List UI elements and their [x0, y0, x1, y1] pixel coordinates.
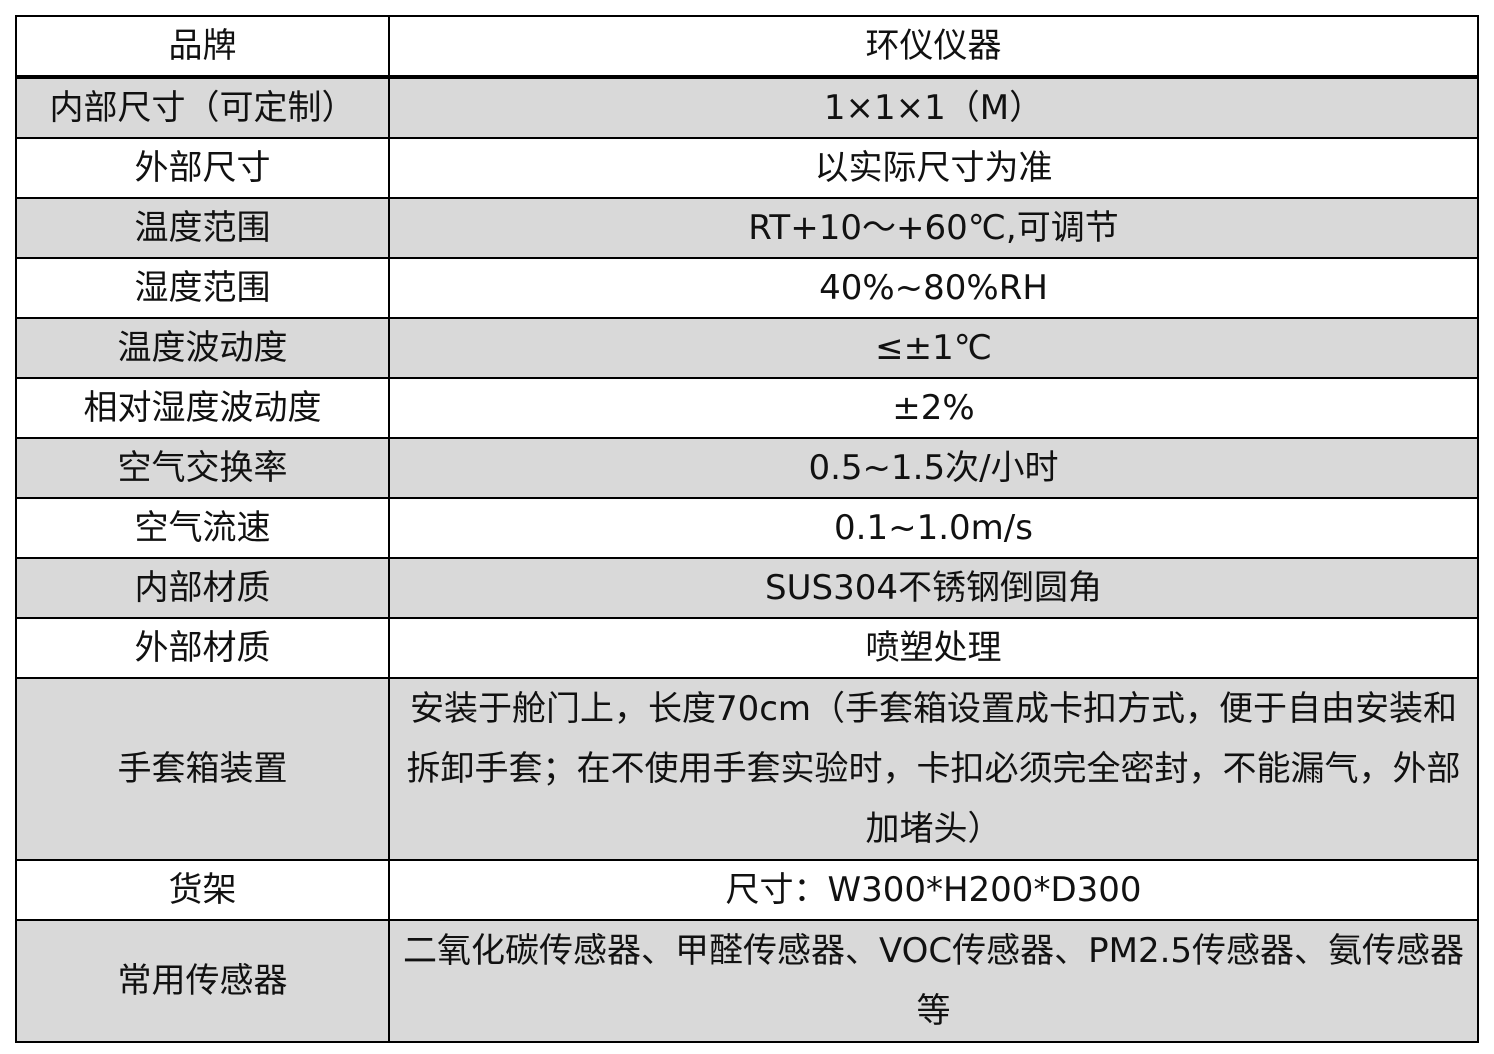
table-row: 手套箱装置 安装于舱门上，长度70cm（手套箱设置成卡扣方式，便于自由安装和拆卸手…: [15, 677, 1479, 861]
spec-label: 空气流速: [15, 497, 390, 559]
spec-value: 以实际尺寸为准: [388, 137, 1479, 199]
spec-label: 常用传感器: [15, 919, 390, 1043]
spec-label: 湿度范围: [15, 257, 390, 319]
spec-label: 空气交换率: [15, 437, 390, 499]
table-row: 空气交换率 0.5~1.5次/小时: [15, 437, 1479, 499]
spec-label: 相对湿度波动度: [15, 377, 390, 439]
spec-value: 环仪仪器: [388, 15, 1479, 79]
spec-label: 温度范围: [15, 197, 390, 259]
spec-table: 品牌 环仪仪器 内部尺寸（可定制） 1×1×1（M） 外部尺寸 以实际尺寸为准 温度范围 RT…: [15, 15, 1479, 1043]
table-row: 内部尺寸（可定制） 1×1×1（M）: [15, 76, 1479, 139]
spec-value: SUS304不锈钢倒圆角: [388, 557, 1479, 619]
spec-value: ±2%: [388, 377, 1479, 439]
spec-label: 温度波动度: [15, 317, 390, 379]
table-row: 外部尺寸 以实际尺寸为准: [15, 137, 1479, 199]
spec-label: 外部材质: [15, 617, 390, 679]
table-row: 温度波动度 ≤±1℃: [15, 317, 1479, 379]
spec-label: 外部尺寸: [15, 137, 390, 199]
spec-value: 1×1×1（M）: [388, 76, 1479, 139]
spec-value: 喷塑处理: [388, 617, 1479, 679]
table-row: 空气流速 0.1~1.0m/s: [15, 497, 1479, 559]
spec-label: 手套箱装置: [15, 677, 390, 861]
table-row: 货架 尺寸：W300*H200*D300: [15, 859, 1479, 921]
table-row: 温度范围 RT+10～+60℃,可调节: [15, 197, 1479, 259]
spec-value: ≤±1℃: [388, 317, 1479, 379]
table-row: 内部材质 SUS304不锈钢倒圆角: [15, 557, 1479, 619]
header-row: 品牌 环仪仪器: [15, 15, 1479, 79]
spec-value: 安装于舱门上，长度70cm（手套箱设置成卡扣方式，便于自由安装和拆卸手套；在不使…: [388, 677, 1479, 861]
spec-value: RT+10～+60℃,可调节: [388, 197, 1479, 259]
spec-value: 40%~80%RH: [388, 257, 1479, 319]
spec-label: 货架: [15, 859, 390, 921]
spec-value: 二氧化碳传感器、甲醛传感器、VOC传感器、PM2.5传感器、氨传感器等: [388, 919, 1479, 1043]
table-row: 相对湿度波动度 ±2%: [15, 377, 1479, 439]
table-row: 外部材质 喷塑处理: [15, 617, 1479, 679]
spec-value: 尺寸：W300*H200*D300: [388, 859, 1479, 921]
spec-value: 0.1~1.0m/s: [388, 497, 1479, 559]
table-row: 湿度范围 40%~80%RH: [15, 257, 1479, 319]
spec-label: 品牌: [15, 15, 390, 79]
spec-label: 内部材质: [15, 557, 390, 619]
table-row: 常用传感器 二氧化碳传感器、甲醛传感器、VOC传感器、PM2.5传感器、氨传感器等: [15, 919, 1479, 1043]
spec-value: 0.5~1.5次/小时: [388, 437, 1479, 499]
spec-label: 内部尺寸（可定制）: [15, 76, 390, 139]
